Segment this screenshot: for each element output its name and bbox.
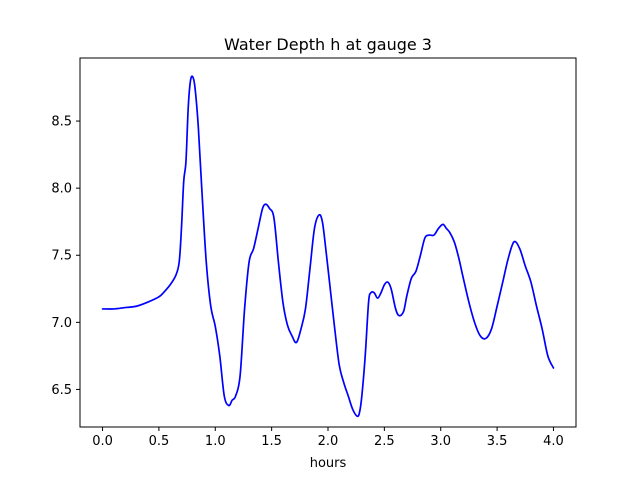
y-tick-label: 7.0 xyxy=(51,316,72,331)
x-tick-label: 3.0 xyxy=(430,434,451,449)
x-tick-label: 1.5 xyxy=(261,434,282,449)
x-tick-label: 0.0 xyxy=(92,434,113,449)
series-layer xyxy=(101,75,555,418)
x-axis-title: hours xyxy=(310,456,347,471)
x-tick-label: 2.5 xyxy=(374,434,395,449)
chart-title: Water Depth h at gauge 3 xyxy=(224,35,432,54)
x-tick-label: 2.0 xyxy=(318,434,339,449)
y-tick-label: 6.5 xyxy=(51,383,72,398)
y-tick-label: 7.5 xyxy=(51,249,72,264)
series-line xyxy=(101,75,555,418)
y-tick-label: 8.0 xyxy=(51,182,72,197)
x-tick-label: 1.0 xyxy=(205,434,226,449)
ticks-layer: 0.0 0.5 1.0 1.5 2.0 2.5 3.0 3.5 4.0 6.5 7.0 7.5 8.0 8… xyxy=(51,115,563,449)
x-tick-label: 0.5 xyxy=(149,434,170,449)
x-tick-label: 4.0 xyxy=(543,434,564,449)
axes-frame xyxy=(79,57,577,428)
y-tick-label: 8.5 xyxy=(51,115,72,130)
x-tick-label: 3.5 xyxy=(487,434,508,449)
